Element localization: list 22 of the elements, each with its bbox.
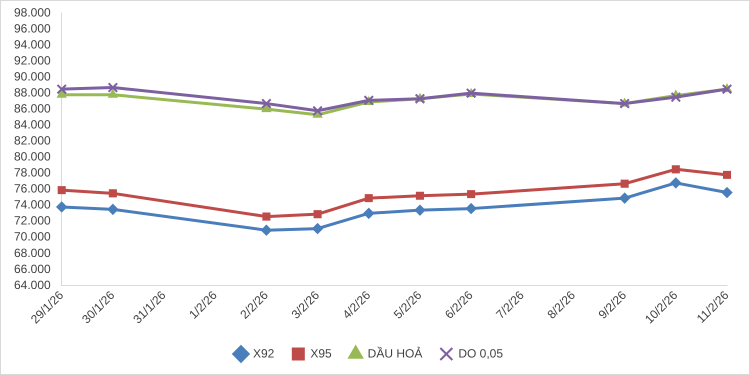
y-tick-label: 74.000	[14, 198, 52, 212]
legend-label: X92	[252, 346, 275, 360]
legend-label: X95	[310, 346, 332, 360]
y-tick-label: 94.000	[14, 37, 52, 52]
y-tick-label: 66.000	[14, 262, 52, 276]
legend-label: DO 0,05	[458, 346, 504, 360]
y-tick-label: 88.000	[14, 85, 52, 100]
y-tick-label: 72.000	[14, 214, 52, 228]
y-tick-label: 64.000	[14, 278, 52, 292]
y-tick-label: 68.000	[14, 246, 52, 260]
y-tick-label: 70.000	[14, 230, 52, 244]
y-tick-label: 80.000	[14, 150, 52, 164]
y-tick-label: 78.000	[14, 166, 52, 180]
y-tick-label: 98.000	[14, 5, 52, 20]
y-tick-label: 96.000	[14, 21, 52, 36]
y-tick-label: 90.000	[14, 69, 52, 84]
y-tick-label: 92.000	[14, 53, 52, 68]
y-tick-label: 76.000	[14, 182, 52, 196]
legend-label: DẦU HOẢ	[368, 346, 422, 360]
y-tick-label: 86.000	[14, 101, 52, 116]
y-tick-label: 82.000	[14, 134, 52, 148]
y-tick-label: 84.000	[14, 118, 52, 132]
